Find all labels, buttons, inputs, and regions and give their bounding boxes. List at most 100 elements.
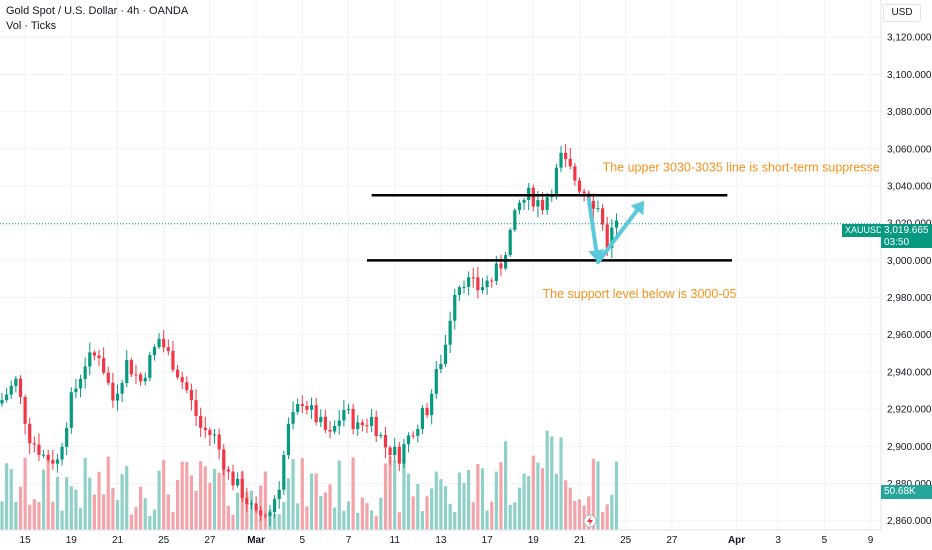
symbol-title[interactable]: Gold Spot / U.S. Dollar · 4h · OANDA	[6, 5, 189, 17]
volume-bar	[388, 456, 392, 530]
chart-legend: Gold Spot / U.S. Dollar · 4h · OANDA Vol…	[6, 4, 188, 34]
volume-indicator-label[interactable]: Vol · Ticks	[6, 20, 57, 32]
candle-body	[319, 416, 323, 423]
candle-body	[106, 372, 110, 383]
volume-bar	[78, 508, 83, 530]
volume-bar	[180, 461, 184, 530]
volume-bar	[46, 460, 50, 530]
annotation-text[interactable]: The support level below is 3000-05	[543, 287, 737, 301]
realtime-icon[interactable]	[583, 514, 597, 528]
volume-bar	[346, 501, 351, 530]
volume-bar	[416, 484, 420, 530]
volume-bar	[485, 510, 489, 530]
price-tick-label: 2,880.000	[887, 479, 932, 490]
candle-body	[125, 359, 129, 383]
candle-body	[582, 191, 586, 194]
volume-bar	[222, 456, 226, 530]
candle-body	[286, 423, 291, 455]
arrow-shaft[interactable]	[595, 208, 639, 265]
candle-body	[226, 469, 230, 472]
volume-bar	[236, 492, 240, 530]
candle-body	[28, 423, 32, 444]
candle-body	[388, 447, 392, 455]
price-tick-label: 2,900.000	[887, 442, 932, 453]
volume-bar	[425, 496, 429, 530]
candle-body	[14, 378, 18, 386]
volume-bar	[374, 515, 378, 530]
volume-bar	[610, 494, 614, 530]
candle-body	[254, 503, 258, 511]
volume-bar	[23, 457, 27, 530]
candle-body	[162, 338, 166, 348]
candle-body	[175, 369, 180, 378]
volume-bar	[152, 509, 157, 530]
price-tick-label: 3,080.000	[887, 107, 932, 118]
volume-bar	[582, 505, 586, 530]
annotation-text[interactable]: The upper 3030-3035 line is short-term s…	[603, 160, 887, 174]
arrow-head[interactable]	[588, 249, 605, 263]
candle-body	[88, 352, 92, 367]
volume-bar	[254, 506, 258, 530]
candle-body	[614, 220, 619, 228]
volume-bar	[471, 502, 475, 530]
candle-body	[494, 263, 498, 281]
volume-bar	[18, 486, 23, 530]
price-tick-label: 3,060.000	[887, 144, 932, 155]
last-price-tag: 3,019.665 03:50	[881, 224, 932, 248]
candle-body	[360, 422, 364, 426]
candle-body	[305, 405, 309, 410]
candle-body	[32, 443, 36, 445]
volume-bar	[503, 441, 508, 530]
arrow-head[interactable]	[630, 200, 645, 216]
volume-bar	[365, 503, 369, 530]
volume-bar	[157, 470, 161, 530]
drawings-layer[interactable]: The upper 3030-3035 line is short-term s…	[366, 160, 887, 301]
volume-bar	[605, 504, 609, 530]
candle-body	[559, 152, 563, 168]
volume-bar	[351, 457, 355, 530]
candle-body	[97, 355, 101, 359]
volume-bar	[360, 497, 364, 530]
candle-body	[236, 478, 240, 486]
volume-bar	[226, 505, 230, 530]
horizontal-grid	[0, 36, 881, 522]
candle-body	[78, 378, 83, 389]
candle-body	[194, 400, 198, 417]
price-tick-label: 3,040.000	[887, 181, 932, 192]
candle-body	[365, 425, 369, 427]
time-axis[interactable]: 15 19 21 25 27 Mar 5 7 11 13 17 19 21 25 27 Apr 3 5 9	[20, 535, 874, 546]
candle-body	[296, 404, 300, 412]
time-tick-label: 9	[868, 535, 874, 546]
candle-body	[134, 374, 138, 376]
candle-body	[402, 444, 406, 464]
volume-bar	[249, 490, 254, 530]
candle-body	[573, 166, 577, 181]
volume-bar	[494, 471, 498, 530]
volume-bar	[231, 514, 235, 530]
candle-body	[430, 393, 434, 416]
candle-body	[83, 366, 87, 379]
candle-body	[517, 202, 522, 211]
candle-body	[591, 200, 595, 209]
candle-body	[540, 200, 545, 210]
currency-button[interactable]: USD	[883, 4, 921, 22]
arrow-shaft[interactable]	[586, 196, 599, 253]
volume-bar	[291, 459, 295, 530]
volume-bar	[309, 473, 314, 530]
candle-body	[152, 347, 157, 355]
volume-bar	[9, 469, 13, 530]
volume-bar	[286, 478, 291, 530]
price-tick-label: 2,960.000	[887, 330, 932, 341]
candle-body	[272, 499, 277, 513]
candle-body	[259, 510, 263, 516]
candle-body	[467, 277, 471, 287]
price-tick-label: 2,920.000	[887, 405, 932, 416]
volume-bar	[125, 466, 129, 530]
candle-body	[503, 255, 508, 269]
price-tick-label: 3,120.000	[887, 33, 932, 44]
candle-body	[69, 392, 73, 428]
candle-body	[65, 427, 69, 447]
candle-body	[37, 444, 41, 455]
volume-bar	[430, 488, 434, 530]
